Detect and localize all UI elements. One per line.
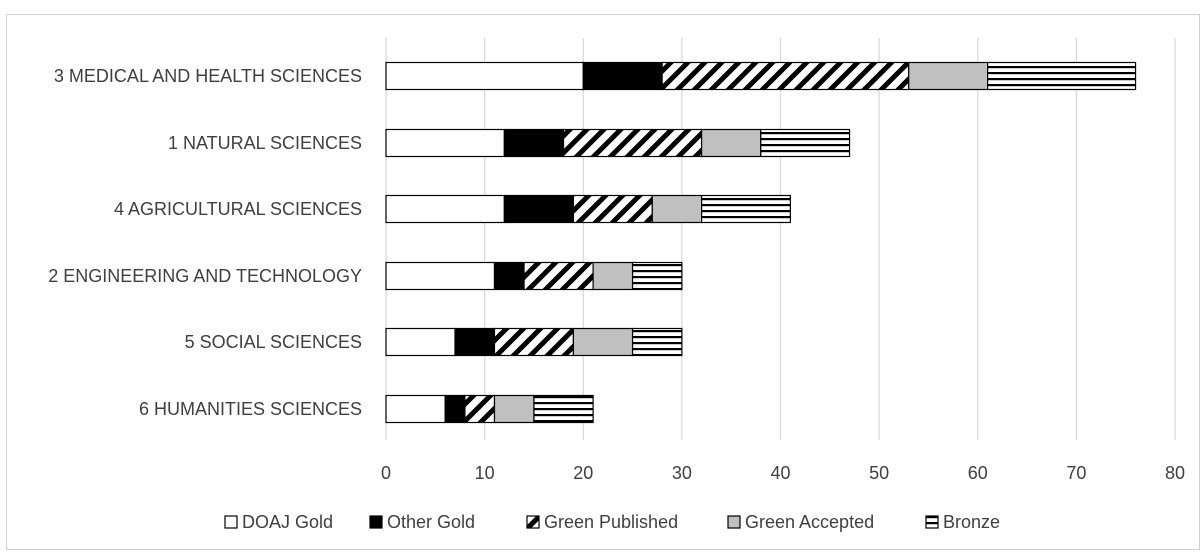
category-label: 3 MEDICAL AND HEALTH SCIENCES xyxy=(54,66,362,86)
legend-item-bronze: Bronze xyxy=(925,512,1000,532)
bar-segment-green-accepted xyxy=(572,327,634,357)
legend-swatch xyxy=(526,515,540,529)
category-label: 6 HUMANITIES SCIENCES xyxy=(139,399,362,419)
category-labels: 3 MEDICAL AND HEALTH SCIENCES 1 NATURAL S… xyxy=(48,66,362,419)
legend-label: Green Published xyxy=(544,512,678,532)
bar-segment-bronze xyxy=(760,128,851,158)
legend-label: Bronze xyxy=(943,512,1000,532)
legend-label: Green Accepted xyxy=(745,512,874,532)
bar-segment-green-accepted xyxy=(493,394,535,424)
legend-swatch xyxy=(925,515,939,529)
x-tick-label: 40 xyxy=(770,463,790,483)
bar-segment-bronze xyxy=(700,194,791,224)
bar-segment-other-gold xyxy=(444,394,466,424)
category-label: 4 AGRICULTURAL SCIENCES xyxy=(114,199,362,219)
bar-segment-doaj-gold xyxy=(385,261,496,291)
x-tick-label: 70 xyxy=(1066,463,1086,483)
bar-segment-green-accepted xyxy=(908,61,989,91)
legend-item-green-published: Green Published xyxy=(526,512,678,532)
bar-segment-green-accepted xyxy=(592,261,634,291)
bar-segment-other-gold xyxy=(454,327,496,357)
bar-segment-doaj-gold xyxy=(385,61,584,91)
x-tick-label: 0 xyxy=(381,463,391,483)
category-label: 2 ENGINEERING AND TECHNOLOGY xyxy=(48,266,362,286)
legend-item-doaj-gold: DOAJ Gold xyxy=(224,512,333,532)
legend-item-green-accepted: Green Accepted xyxy=(727,512,874,532)
bar-segment-green-published xyxy=(572,194,653,224)
bar-segment-green-published xyxy=(464,394,496,424)
bar-segment-doaj-gold xyxy=(385,394,446,424)
bar-segment-green-published xyxy=(493,327,574,357)
legend-swatch xyxy=(369,515,383,529)
bars xyxy=(385,61,1137,424)
bar-segment-green-accepted xyxy=(700,128,762,158)
legend-swatch xyxy=(224,515,238,529)
x-tick-labels: 0 10 20 30 40 50 60 70 80 xyxy=(381,463,1185,483)
bar-segment-other-gold xyxy=(503,128,565,158)
x-tick-label: 10 xyxy=(475,463,495,483)
bar-segment-green-published xyxy=(523,261,594,291)
bar-segment-bronze xyxy=(631,327,683,357)
bar-segment-doaj-gold xyxy=(385,194,505,224)
bar-segment-green-published xyxy=(661,61,910,91)
x-tick-label: 60 xyxy=(968,463,988,483)
bar-segment-other-gold xyxy=(503,194,574,224)
x-tick-label: 50 xyxy=(869,463,889,483)
legend: DOAJ Gold Other Gold Green Published Green … xyxy=(224,512,1000,532)
bar-segment-other-gold xyxy=(582,61,663,91)
x-tick-label: 30 xyxy=(672,463,692,483)
x-tick-label: 80 xyxy=(1165,463,1185,483)
bar-segment-bronze xyxy=(631,261,683,291)
legend-label: DOAJ Gold xyxy=(242,512,333,532)
x-tick-label: 20 xyxy=(573,463,593,483)
bar-segment-green-accepted xyxy=(651,194,703,224)
bar-segment-bronze xyxy=(987,61,1137,91)
category-label: 5 SOCIAL SCIENCES xyxy=(185,332,362,352)
bar-segment-bronze xyxy=(533,394,594,424)
gridlines xyxy=(385,38,1176,440)
bar-segment-other-gold xyxy=(493,261,525,291)
bar-segment-doaj-gold xyxy=(385,327,456,357)
legend-swatch xyxy=(727,515,741,529)
legend-item-other-gold: Other Gold xyxy=(369,512,475,532)
bar-segment-green-published xyxy=(562,128,703,158)
legend-label: Other Gold xyxy=(387,512,475,532)
bar-segment-doaj-gold xyxy=(385,128,505,158)
category-label: 1 NATURAL SCIENCES xyxy=(168,133,362,153)
